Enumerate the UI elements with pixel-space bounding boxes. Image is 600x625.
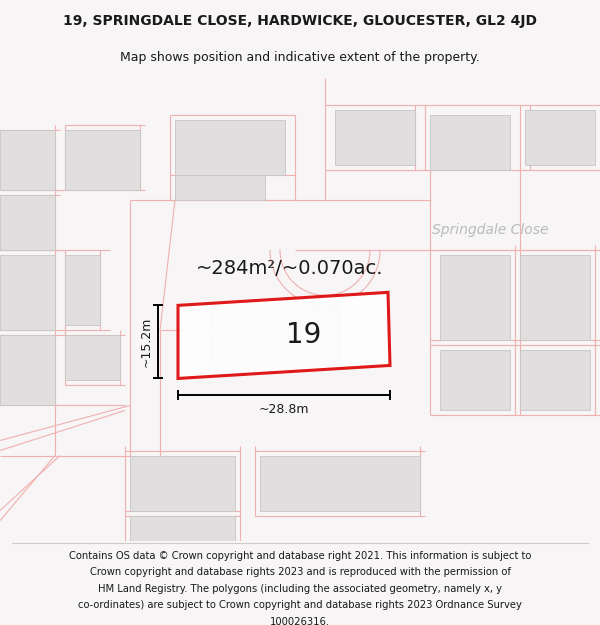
Bar <box>130 456 235 511</box>
Bar <box>430 115 510 170</box>
Bar <box>0 256 55 331</box>
Text: HM Land Registry. The polygons (including the associated geometry, namely x, y: HM Land Registry. The polygons (includin… <box>98 584 502 594</box>
Bar <box>440 351 510 411</box>
Bar <box>0 130 55 190</box>
Text: Contains OS data © Crown copyright and database right 2021. This information is : Contains OS data © Crown copyright and d… <box>69 551 531 561</box>
Text: co-ordinates) are subject to Crown copyright and database rights 2023 Ordnance S: co-ordinates) are subject to Crown copyr… <box>78 600 522 610</box>
Text: 19: 19 <box>286 321 321 349</box>
Bar <box>335 110 415 165</box>
Bar <box>175 120 285 175</box>
Text: ~28.8m: ~28.8m <box>259 404 309 416</box>
Bar <box>175 175 265 200</box>
Bar <box>210 306 340 366</box>
Bar <box>0 195 55 250</box>
Text: ~15.2m: ~15.2m <box>140 317 153 367</box>
Bar <box>0 336 55 406</box>
Bar <box>65 256 100 326</box>
Polygon shape <box>178 292 390 379</box>
Bar <box>525 110 595 165</box>
Bar <box>65 130 140 190</box>
Bar <box>65 336 120 381</box>
Text: 19, SPRINGDALE CLOSE, HARDWICKE, GLOUCESTER, GL2 4JD: 19, SPRINGDALE CLOSE, HARDWICKE, GLOUCES… <box>63 14 537 28</box>
Bar <box>520 351 590 411</box>
Bar <box>130 516 235 541</box>
Text: 100026316.: 100026316. <box>270 616 330 625</box>
Text: Springdale Close: Springdale Close <box>432 223 548 238</box>
Text: ~284m²/~0.070ac.: ~284m²/~0.070ac. <box>196 259 384 278</box>
Bar <box>520 256 590 341</box>
Bar <box>260 456 420 511</box>
Text: Crown copyright and database rights 2023 and is reproduced with the permission o: Crown copyright and database rights 2023… <box>89 568 511 578</box>
Text: Map shows position and indicative extent of the property.: Map shows position and indicative extent… <box>120 51 480 64</box>
Bar <box>440 256 510 341</box>
